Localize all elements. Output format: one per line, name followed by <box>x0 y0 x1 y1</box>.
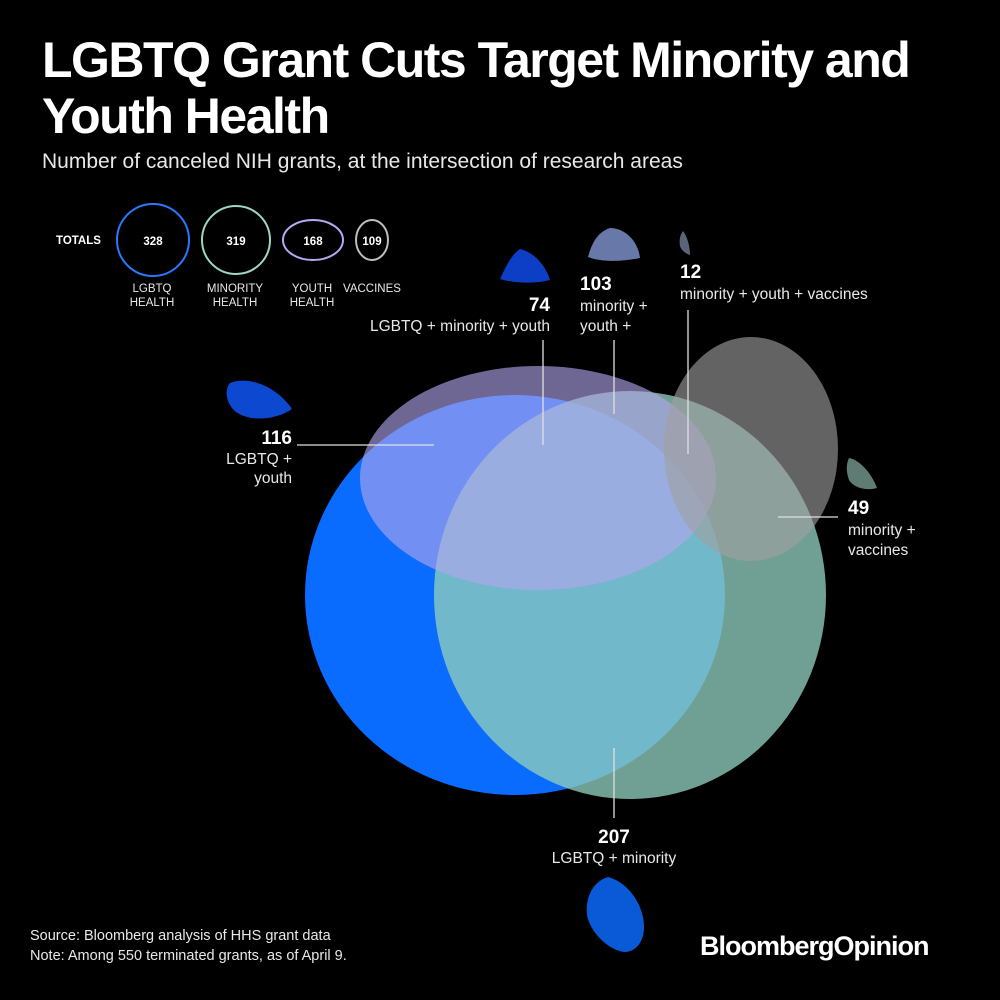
label-minority-youth: 103 minority + youth + <box>580 274 648 335</box>
footer-notes: Source: Bloomberg analysis of HHS grant … <box>30 926 347 966</box>
text-minority-youth-2: youth + <box>580 318 631 335</box>
value-minority-youth-vaccines: 12 <box>680 262 701 283</box>
label-minority-vaccines: 49 minority + vaccines <box>848 498 916 559</box>
total-minority-value: 319 <box>226 236 245 248</box>
label-lgbtq-youth: 116 LGBTQ + youth <box>226 428 292 487</box>
value-minority-vaccines: 49 <box>848 498 869 519</box>
text-lgbtq-youth-2: youth <box>254 470 292 487</box>
venn-sets <box>305 337 838 799</box>
totals-legend: TOTALS 328 LGBTQ HEALTH 319 MINORITY HEA… <box>56 203 401 309</box>
total-lgbtq-label-1: LGBTQ <box>133 283 172 295</box>
text-minority-vaccines-2: vaccines <box>848 542 909 559</box>
total-minority-label-2: HEALTH <box>213 297 258 309</box>
blob-minority-youth-vaccines <box>679 231 690 255</box>
bloomberg-opinion-logo: BloombergOpinion <box>700 931 929 961</box>
total-lgbtq-ring <box>116 203 190 277</box>
blob-minority-youth <box>588 228 640 261</box>
text-minority-youth-1: minority + <box>580 298 648 315</box>
text-lgbtq-youth-1: LGBTQ + <box>226 451 292 468</box>
label-lgbtq-minority: 207 LGBTQ + minority <box>552 827 677 867</box>
label-minority-youth-vaccines: 12 minority + youth + vaccines <box>680 262 868 303</box>
text-lgbtq-minority: LGBTQ + minority <box>552 850 677 867</box>
total-youth: 168 YOUTH HEALTH <box>282 219 344 309</box>
blob-lgbtq-minority-youth <box>500 249 550 283</box>
blob-lgbtq-youth <box>226 380 292 419</box>
total-vaccines-ring <box>355 219 389 261</box>
intersection-labels: 116 LGBTQ + youth 74 LGBTQ + minority + … <box>226 262 916 867</box>
total-youth-label-1: YOUTH <box>292 283 332 295</box>
total-lgbtq-label-2: HEALTH <box>130 297 175 309</box>
leader-lines <box>297 310 838 818</box>
total-minority-label-1: MINORITY <box>207 283 264 295</box>
source-note: Source: Bloomberg analysis of HHS grant … <box>30 928 331 944</box>
set-vaccines <box>664 337 838 561</box>
total-vaccines-value: 109 <box>362 236 381 248</box>
total-vaccines-label-1: VACCINES <box>343 283 401 295</box>
total-youth-ring <box>282 219 344 261</box>
total-lgbtq: 328 LGBTQ HEALTH <box>116 203 190 309</box>
value-minority-youth: 103 <box>580 274 612 295</box>
total-lgbtq-value: 328 <box>143 236 163 248</box>
chart-subtitle: Number of canceled NIH grants, at the in… <box>42 150 683 173</box>
blob-lgbtq-minority <box>586 877 644 952</box>
total-vaccines: 109 VACCINES <box>343 219 401 295</box>
value-lgbtq-youth: 116 <box>261 428 292 449</box>
label-lgbtq-minority-youth: 74 LGBTQ + minority + youth <box>370 295 550 335</box>
chart-title: LGBTQ Grant Cuts Target Minority and You… <box>42 32 911 144</box>
total-youth-value: 168 <box>303 236 323 248</box>
footnote: Note: Among 550 terminated grants, as of… <box>30 948 347 964</box>
total-minority: 319 MINORITY HEALTH <box>201 205 271 309</box>
blob-minority-vaccines <box>846 458 877 490</box>
set-youth-health <box>360 366 716 590</box>
totals-label: TOTALS <box>56 235 101 247</box>
value-lgbtq-minority-youth: 74 <box>529 295 551 316</box>
total-minority-ring <box>201 205 271 275</box>
total-youth-label-2: HEALTH <box>290 297 335 309</box>
intersection-blobs <box>226 228 877 952</box>
text-lgbtq-minority-youth: LGBTQ + minority + youth <box>370 318 550 335</box>
text-minority-youth-vaccines: minority + youth + vaccines <box>680 286 868 303</box>
text-minority-vaccines-1: minority + <box>848 522 916 539</box>
value-lgbtq-minority: 207 <box>598 827 630 848</box>
